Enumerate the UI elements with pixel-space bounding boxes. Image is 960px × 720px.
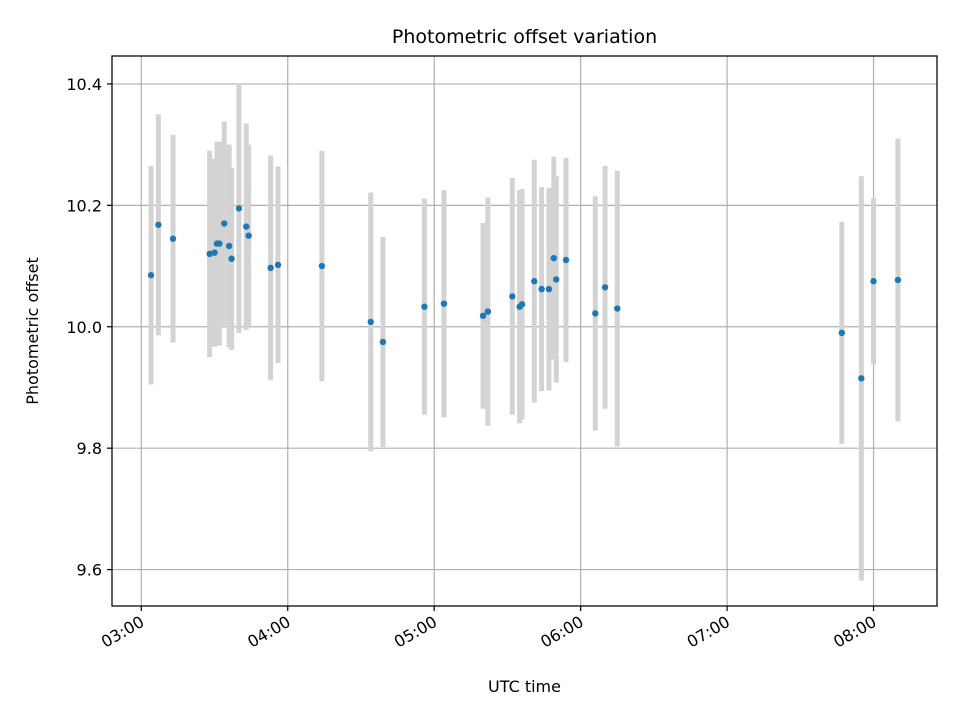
data-point bbox=[169, 235, 177, 242]
data-point bbox=[440, 300, 448, 307]
data-point bbox=[894, 276, 902, 284]
y-tick-label: 10.0 bbox=[66, 318, 102, 337]
data-point bbox=[245, 232, 252, 239]
data-point bbox=[147, 271, 155, 279]
x-axis-label: UTC time bbox=[488, 677, 561, 696]
chart-title: Photometric offset variation bbox=[392, 26, 657, 48]
data-point bbox=[538, 285, 545, 293]
data-point bbox=[216, 240, 223, 247]
y-axis-label: Photometric offset bbox=[23, 257, 42, 405]
point-layer bbox=[147, 205, 902, 382]
data-point bbox=[243, 223, 250, 230]
data-point bbox=[211, 249, 218, 256]
data-point bbox=[274, 261, 282, 269]
y-tick-label: 9.6 bbox=[77, 561, 102, 580]
data-point bbox=[614, 305, 621, 312]
plot-frame bbox=[111, 55, 938, 607]
data-point bbox=[221, 220, 228, 227]
data-point bbox=[601, 284, 609, 291]
y-tick-label: 10.4 bbox=[66, 75, 102, 94]
data-point bbox=[545, 285, 553, 293]
y-tick-label: 9.8 bbox=[77, 439, 102, 458]
data-point bbox=[550, 254, 557, 262]
data-point bbox=[267, 264, 274, 272]
data-point bbox=[228, 255, 235, 262]
data-point bbox=[518, 301, 526, 308]
data-point bbox=[225, 242, 233, 250]
data-point bbox=[858, 375, 865, 382]
data-point bbox=[838, 329, 846, 337]
data-point bbox=[206, 250, 213, 258]
data-point bbox=[509, 293, 516, 300]
data-point bbox=[235, 205, 243, 212]
data-point bbox=[155, 221, 162, 228]
data-point bbox=[367, 318, 374, 326]
data-point bbox=[592, 310, 599, 317]
data-point bbox=[421, 303, 428, 310]
data-point bbox=[870, 278, 877, 285]
data-point bbox=[379, 338, 387, 346]
data-point bbox=[479, 312, 487, 320]
data-point bbox=[318, 262, 326, 270]
data-point bbox=[484, 308, 492, 315]
data-point bbox=[531, 278, 538, 285]
data-point bbox=[553, 276, 560, 283]
y-tick-label: 10.2 bbox=[66, 196, 102, 215]
data-point bbox=[562, 256, 570, 264]
